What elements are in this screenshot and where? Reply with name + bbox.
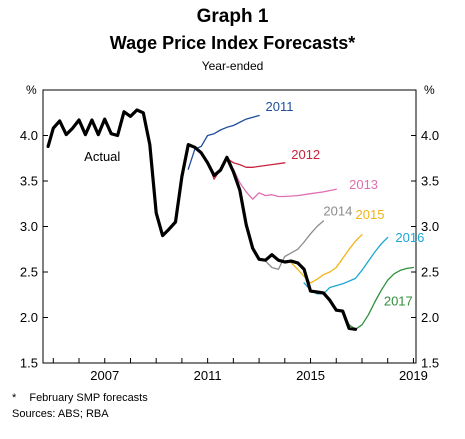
y-tick-label-left: 1.5	[20, 356, 38, 371]
series-line-2012	[206, 157, 286, 180]
series-label-actual: Actual	[84, 149, 120, 164]
x-tick-label: 2019	[399, 368, 428, 383]
footnote-note: February SMP forecasts	[29, 392, 148, 404]
series-label-2015: 2015	[356, 207, 385, 222]
x-tick-label: 2015	[296, 368, 325, 383]
series-label-2013: 2013	[349, 177, 378, 192]
series-label-2012: 2012	[291, 147, 320, 162]
series-label-2016: 2016	[395, 230, 424, 245]
y-tick-label-left: 2.0	[20, 310, 38, 325]
footnote: * February SMP forecasts	[12, 392, 148, 404]
footnote-sources: Sources: ABS; RBA	[12, 408, 109, 420]
y-tick-label-right: 1.5	[421, 356, 439, 371]
y-tick-label-right: 2.5	[421, 265, 439, 280]
y-tick-label-right: 3.0	[421, 219, 439, 234]
series-line-2016	[303, 236, 389, 295]
series-label-2017: 2017	[384, 294, 413, 309]
series-line-2014	[264, 220, 325, 270]
footnote-star: *	[12, 392, 17, 404]
series-label-2014: 2014	[323, 204, 352, 219]
x-tick-label: 2011	[194, 368, 222, 383]
y-tick-label-right: 4.0	[421, 128, 439, 143]
y-unit-right: %	[424, 83, 435, 97]
y-tick-label-left: 2.5	[20, 265, 38, 280]
y-tick-label-left: 4.0	[20, 128, 38, 143]
chart-subtitle: Wage Price Index Forecasts*	[109, 33, 356, 53]
y-unit-left: %	[26, 83, 37, 97]
y-tick-label-right: 3.5	[421, 174, 439, 189]
chart-title: Graph 1	[196, 6, 269, 27]
x-tick-label: 2007	[90, 368, 119, 383]
y-tick-label-right: 2.0	[421, 310, 439, 325]
y-tick-label-left: 3.0	[20, 219, 38, 234]
series-line-actual	[46, 108, 358, 331]
y-tick-label-left: 3.5	[20, 174, 38, 189]
series-line-2015	[290, 234, 363, 284]
series-line-2011	[187, 114, 260, 170]
series-label-2011: 2011	[266, 99, 294, 114]
chart-subtitle-period: Year-ended	[201, 59, 264, 73]
series-line-2013	[232, 168, 337, 200]
